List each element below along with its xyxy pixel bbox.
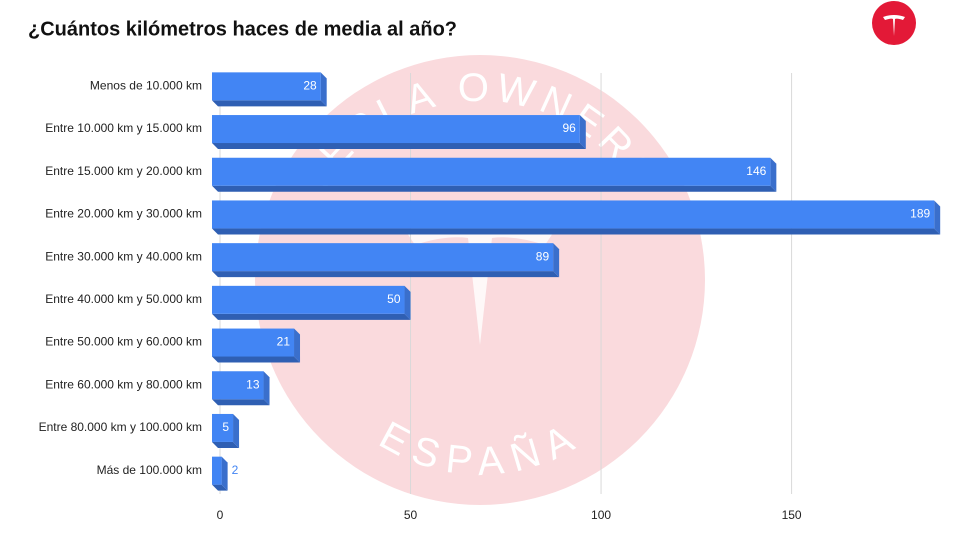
bar-bottom [212,228,941,235]
bar-bottom [212,185,777,192]
bar [212,243,554,272]
bar-bottom [212,271,560,278]
bar-bottom [212,399,270,406]
value-label: 21 [277,335,291,349]
bar [212,328,295,357]
bar-side [553,243,560,278]
value-label: 89 [536,249,550,263]
bar-bottom [212,143,586,150]
value-label: 13 [246,377,260,391]
bar [212,413,234,442]
y-tick-label: Entre 60.000 km y 80.000 km [45,377,202,391]
bar-side [221,456,228,491]
bar-side [770,157,777,192]
bar-side [579,115,586,150]
value-label: 189 [910,207,930,221]
y-tick-label: Entre 10.000 km y 15.000 km [45,121,202,135]
y-tick-label: Entre 15.000 km y 20.000 km [45,164,202,178]
bar [212,456,222,485]
x-tick-label: 0 [217,508,224,522]
y-tick-label: Entre 40.000 km y 50.000 km [45,292,202,306]
bar [212,72,321,101]
value-label: 50 [387,292,401,306]
x-tick-label: 150 [782,508,802,522]
value-label: 28 [303,79,317,93]
x-tick-label: 50 [404,508,418,522]
y-tick-label: Entre 50.000 km y 60.000 km [45,335,202,349]
bar-bottom [212,484,228,491]
y-tick-label: Entre 20.000 km y 30.000 km [45,207,202,221]
value-label: 96 [562,121,576,135]
logo-mark [883,15,905,36]
x-tick-label: 100 [591,508,611,522]
y-tick-label: Entre 30.000 km y 40.000 km [45,249,202,263]
bar [212,157,771,186]
bar [212,200,935,229]
bar-side [233,413,240,448]
bar [212,115,580,144]
watermark-logo [405,217,555,345]
bar-side [934,200,941,235]
bar-side [404,285,411,320]
bar-side [320,72,327,107]
bar [212,371,264,400]
value-label: 5 [222,420,229,434]
bar [212,285,405,314]
value-label: 2 [232,463,239,477]
bar-bottom [212,356,301,363]
value-label: 146 [746,164,766,178]
bar-bottom [212,441,240,448]
bar-bottom [212,100,327,107]
chart-title: ¿Cuántos kilómetros haces de media al añ… [28,18,457,40]
y-tick-label: Entre 80.000 km y 100.000 km [39,420,202,434]
logo [872,1,916,45]
bar-bottom [212,313,411,320]
bar-side [263,371,270,406]
y-tick-label: Menos de 10.000 km [90,79,202,93]
y-tick-label: Más de 100.000 km [97,463,202,477]
bar-side [294,328,301,363]
